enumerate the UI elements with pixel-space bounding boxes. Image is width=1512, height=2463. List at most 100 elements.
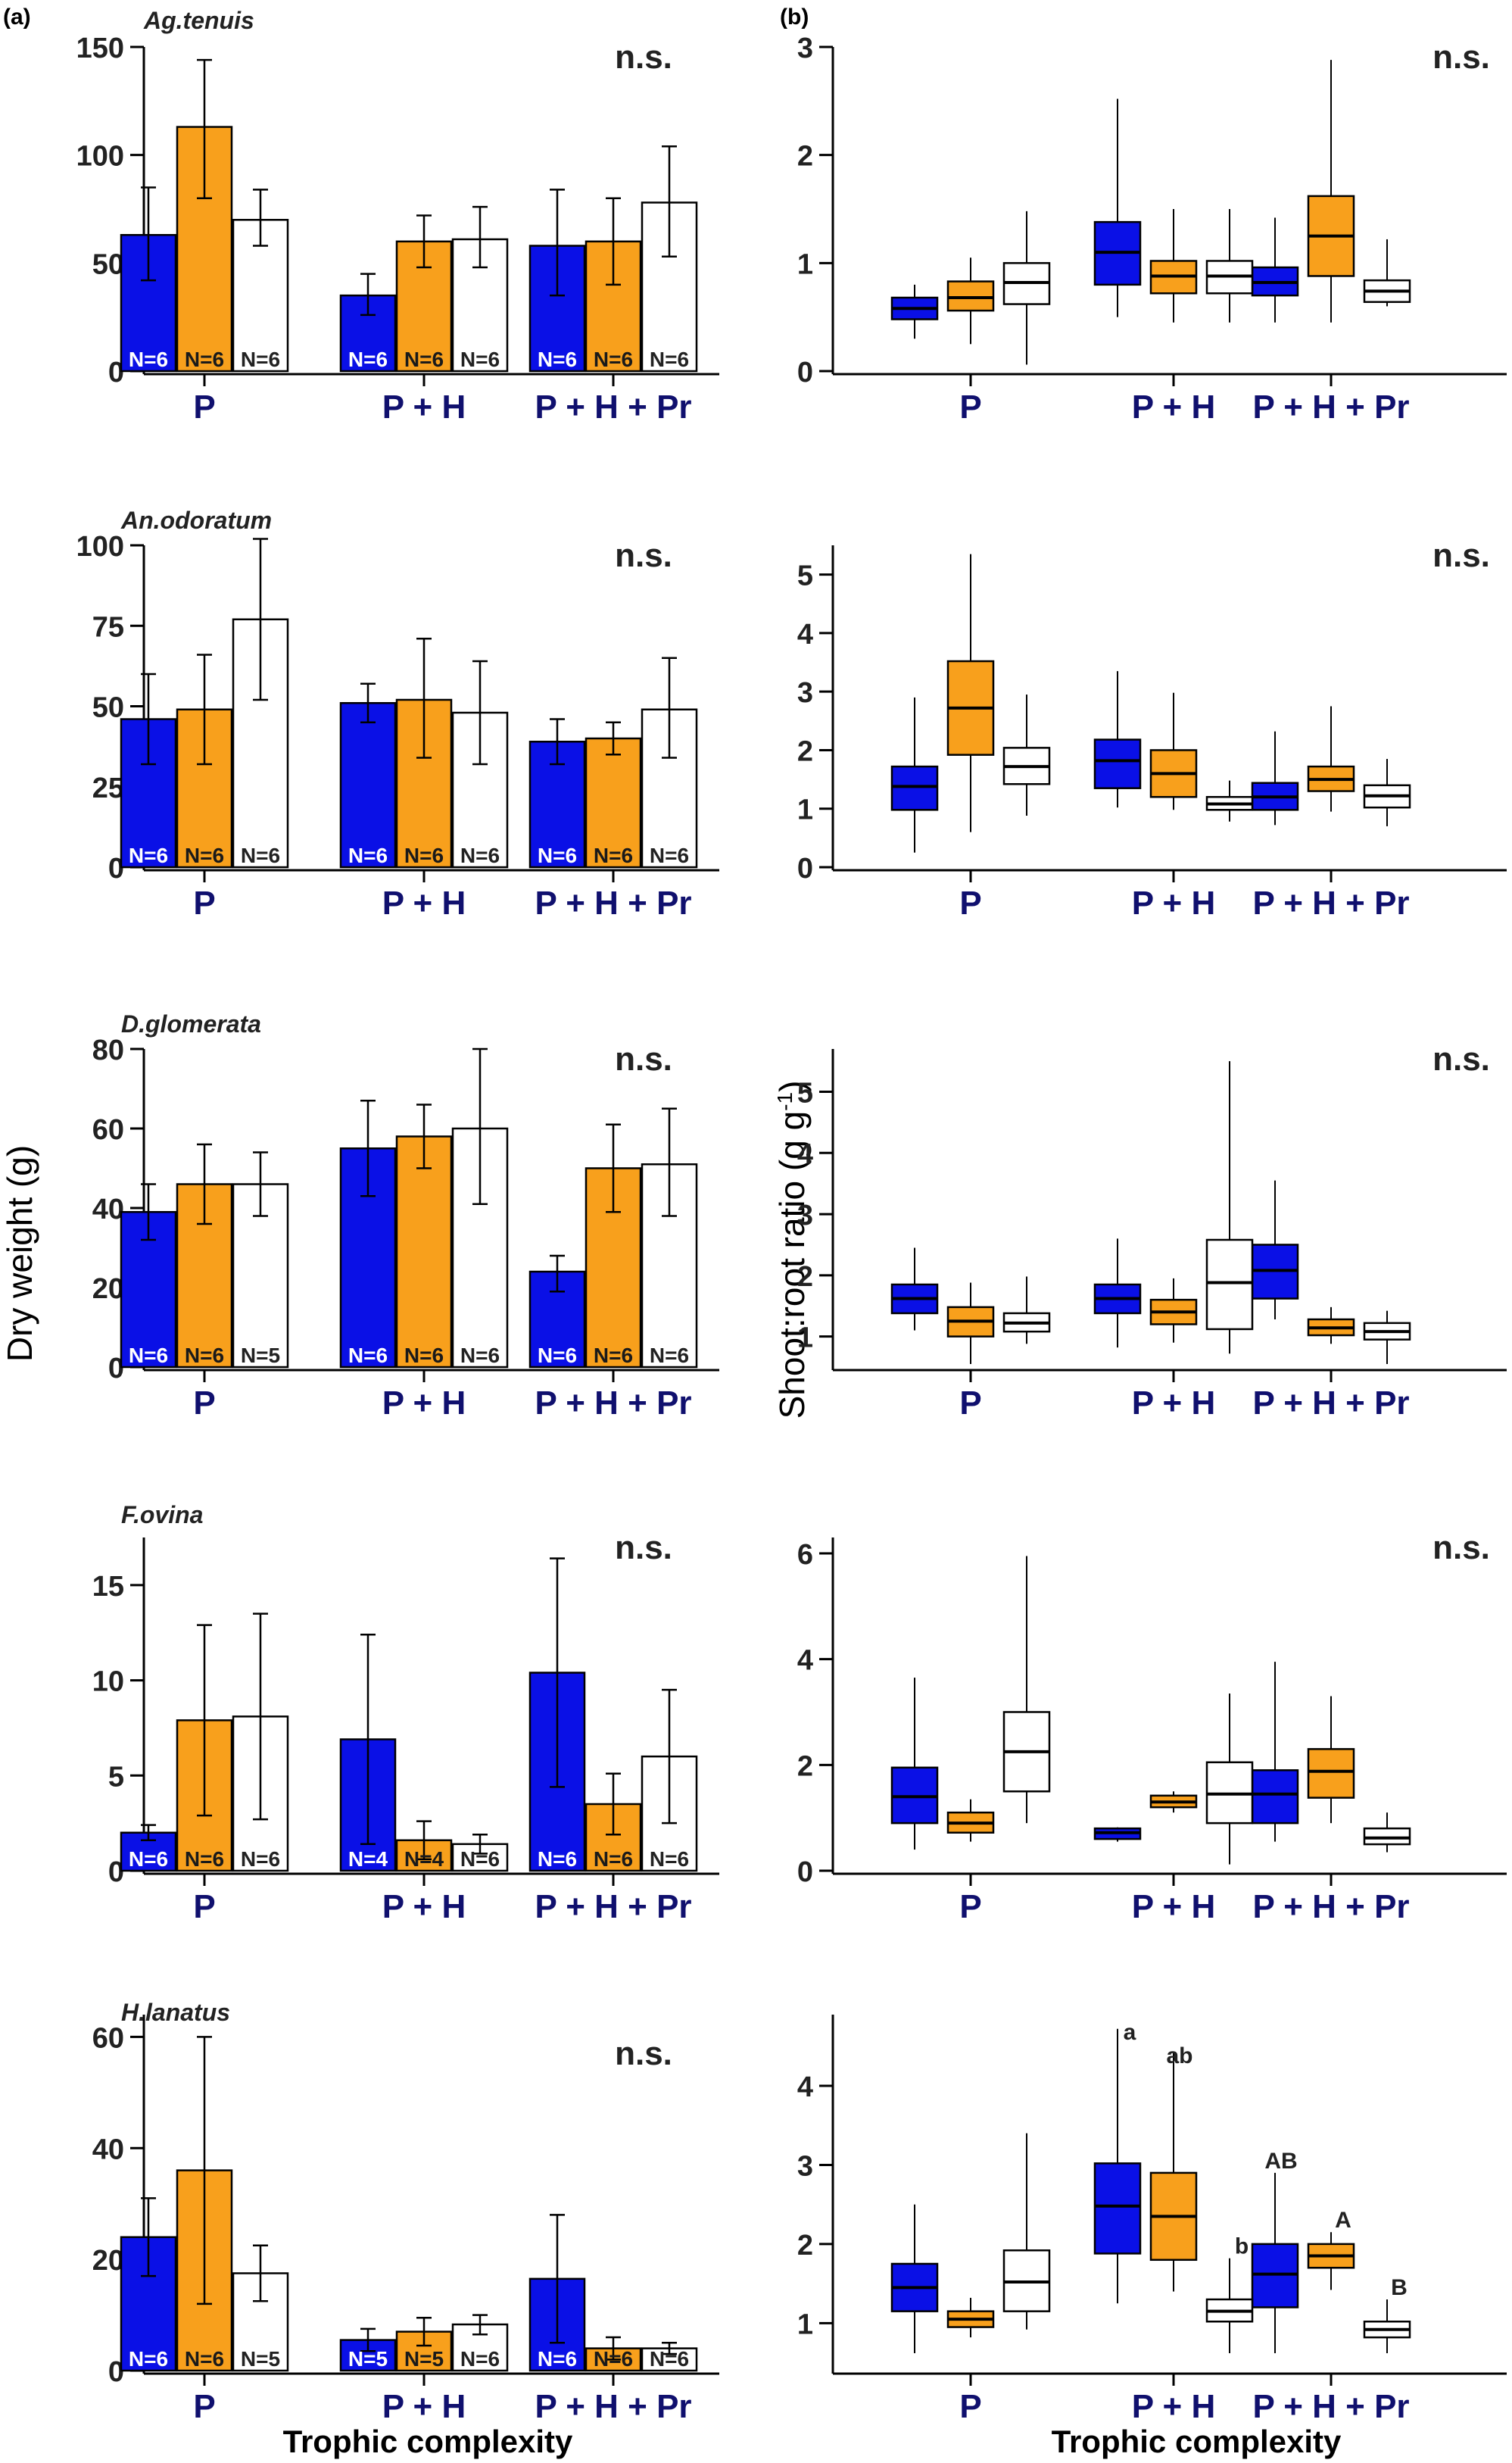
significance-label: n.s. [1433,1529,1490,1566]
y-tick-label: 100 [76,141,124,173]
x-tick-label: P [193,1384,215,1422]
y-tick-label: 1 [797,1322,813,1354]
y-tick-label: 4 [797,2071,813,2103]
y-tick-label: 5 [797,560,813,592]
y-tick-label: 80 [92,1035,124,1066]
significance-label: n.s. [1433,1041,1490,1078]
y-tick-label: 20 [92,2245,124,2277]
bar [585,737,642,869]
y-tick-label: 4 [797,1138,813,1170]
n-label: N=6 [129,844,168,867]
chart-a-f-ovina: 0 5 10 15 P P + H P + H + Pr F.ovina n.s. N=6 N=4 N… [92,1501,719,1925]
n-label: N=6 [460,348,500,371]
y-tick-label: 2 [797,141,813,173]
n-label: N=6 [129,1847,168,1871]
x-tick-label: P [959,885,981,922]
significance-label: n.s. [615,39,672,76]
x-tick-label: P [959,1888,981,1925]
n-label: N=6 [650,844,689,867]
n-label: N=5 [241,2347,280,2371]
bar [339,702,397,869]
x-tick-label: P [193,389,215,426]
chart-b-f-ovina: 0 2 4 6 P P + H P + H + Pr n.s. [797,1529,1507,1925]
x-axis-label-right: Trophic complexity [1052,2424,1342,2459]
x-tick-label: P + H + Pr [1252,2388,1409,2425]
y-tick-label: 15 [92,1571,124,1603]
y-tick-label: 0 [108,1856,124,1888]
n-label: N=5 [241,1344,280,1367]
box [1251,1769,1299,1825]
y-tick-label: 25 [92,773,124,804]
n-label: N=6 [538,348,577,371]
species-title: F.ovina [121,1501,203,1528]
box [890,765,939,811]
species-title: Ag.tenuis [143,7,254,34]
box [1093,738,1142,789]
significance-letter: B [1391,2275,1408,2300]
x-tick-label: P + H [1132,2388,1215,2425]
box [1205,1238,1254,1331]
y-tick-label: 1 [797,2308,813,2340]
n-label: N=5 [348,2347,388,2371]
y-tick-label: 0 [108,357,124,389]
n-label: N=6 [538,1847,577,1871]
n-label: N=6 [185,348,224,371]
species-title: D.glomerata [121,1010,261,1038]
n-label: N=6 [185,2347,224,2371]
y-tick-label: 3 [797,2150,813,2182]
y-tick-label: 50 [92,248,124,280]
n-label: N=6 [129,2347,168,2371]
x-tick-label: P + H + Pr [535,2388,691,2425]
y-tick-label: 3 [797,33,813,64]
n-label: N=6 [348,844,388,867]
n-label: N=6 [538,844,577,867]
chart-a-d-glomerata: 0 20 40 60 80 P P + H P + H + Pr D.glomerata n.s.… [92,1010,719,1422]
n-label: N=6 [185,1847,224,1871]
x-tick-label: P + H + Pr [1252,1888,1409,1925]
y-tick-label: 2 [797,1261,813,1293]
y-tick-label: 10 [92,1666,124,1698]
y-tick-label: 1 [797,248,813,280]
chart-b-ag-tenuis: 0 1 2 3 P P + H P + H + Pr n.s. [797,33,1507,426]
y-tick-label: 4 [797,619,813,651]
y-axis-label-shoot-root-sup: -1 [773,1092,797,1111]
chart-a-an-odoratum: 0 25 50 75 100 P P + H P + H + Pr An.odoratum n.s… [76,507,719,922]
y-tick-label: 6 [797,1539,813,1571]
y-tick-label: 1 [797,794,813,826]
y-tick-label: 2 [797,1750,813,1782]
n-label: N=5 [404,2347,444,2371]
x-tick-label: P + H [1132,885,1215,922]
bar [120,2236,177,2372]
n-label: N=6 [404,844,444,867]
y-tick-label: 3 [797,677,813,709]
n-label: N=6 [404,1344,444,1367]
n-label: N=6 [241,844,280,867]
x-tick-label: P + H [1132,1888,1215,1925]
box [946,280,995,312]
x-tick-label: P + H + Pr [1252,389,1409,426]
x-tick-label: P [193,885,215,922]
n-label: N=6 [185,844,224,867]
box [1307,1748,1355,1799]
n-label: N=6 [460,844,500,867]
significance-label: n.s. [1433,537,1490,574]
x-tick-label: P + H + Pr [535,885,691,922]
x-tick-label: P + H + Pr [1252,885,1409,922]
x-tick-label: P [193,2388,215,2425]
y-tick-label: 4 [797,1645,813,1677]
species-title: An.odoratum [120,507,272,534]
y-tick-label: 0 [797,853,813,885]
x-axis-label-left: Trophic complexity [283,2424,573,2459]
y-tick-label: 75 [92,611,124,643]
significance-label: n.s. [1433,39,1490,76]
species-title: H.lanatus [121,1999,230,2026]
y-tick-label: 0 [797,1856,813,1888]
x-tick-label: P [193,1888,215,1925]
n-label: N=6 [650,1344,689,1367]
n-label: N=6 [650,348,689,371]
panel-b-label: (b) [780,5,809,30]
significance-letter: ab [1166,2043,1192,2068]
significance-label: n.s. [615,1041,672,1078]
y-axis-label-dry-weight: Dry weight (g) [0,1145,39,1362]
